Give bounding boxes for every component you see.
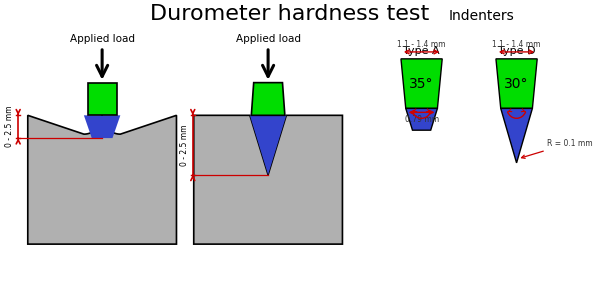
Text: Durometer hardness test: Durometer hardness test — [149, 4, 429, 24]
Text: Applied load: Applied load — [70, 34, 134, 44]
Text: 0.79 mm: 0.79 mm — [404, 115, 439, 124]
Polygon shape — [250, 115, 286, 175]
Polygon shape — [251, 82, 285, 115]
Polygon shape — [501, 108, 532, 163]
Text: 1.1 - 1.4 mm: 1.1 - 1.4 mm — [397, 40, 446, 50]
Text: 30°: 30° — [505, 76, 529, 91]
Text: Type D: Type D — [498, 46, 535, 56]
Text: 1.1 - 1.4 mm: 1.1 - 1.4 mm — [493, 40, 541, 50]
Text: Indenters: Indenters — [448, 9, 514, 23]
Polygon shape — [401, 59, 442, 108]
Text: Applied load: Applied load — [236, 34, 301, 44]
Polygon shape — [496, 59, 537, 108]
Polygon shape — [84, 115, 121, 138]
Text: 0 - 2.5 mm: 0 - 2.5 mm — [180, 124, 189, 166]
Text: 35°: 35° — [409, 76, 434, 91]
Polygon shape — [28, 115, 176, 244]
Bar — [88, 82, 116, 115]
Polygon shape — [406, 108, 437, 130]
Polygon shape — [194, 115, 343, 244]
Text: R = 0.1 mm: R = 0.1 mm — [521, 139, 593, 158]
Text: 0 - 2.5 mm: 0 - 2.5 mm — [5, 106, 14, 148]
Text: Type A: Type A — [403, 46, 440, 56]
